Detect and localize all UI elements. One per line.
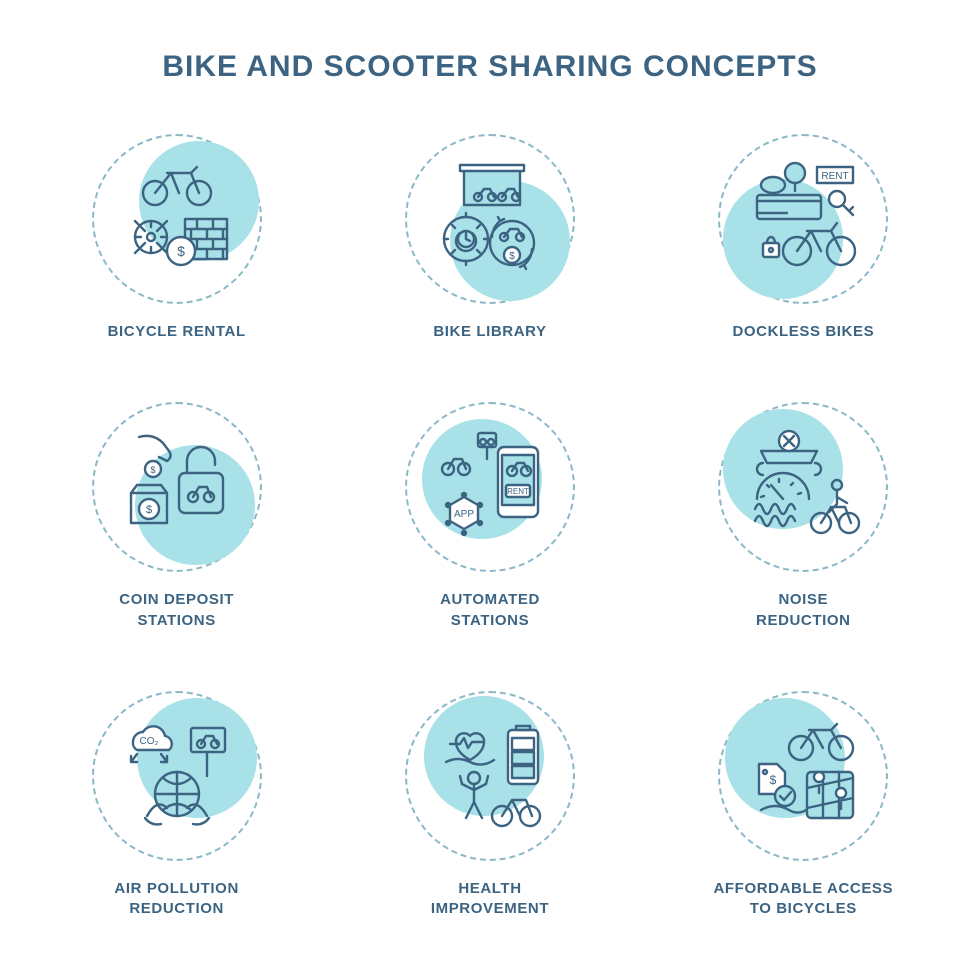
concept-label: DOCKLESS BIKES: [732, 322, 874, 342]
dockless-bikes-icon: RENT: [718, 134, 888, 304]
automated-stations-icon: RENT APP: [405, 402, 575, 572]
health-improvement-icon: [405, 691, 575, 861]
svg-text:RENT: RENT: [822, 171, 849, 182]
concept-label: AFFORDABLE ACCESS TO BICYCLES: [713, 879, 893, 920]
concept-noise-reduction: NOISE REDUCTION: [687, 402, 920, 631]
page-title: BIKE AND SCOOTER SHARING CONCEPTS: [162, 50, 817, 84]
concept-automated-stations: RENT APP AUTOMATED STATIONS: [373, 402, 606, 631]
svg-text:$: $: [770, 773, 777, 787]
noise-reduction-icon: [718, 402, 888, 572]
svg-text:CO₂: CO₂: [139, 736, 158, 747]
air-pollution-icon: CO₂: [92, 691, 262, 861]
bike-library-icon: $: [405, 134, 575, 304]
concept-label: BIKE LIBRARY: [433, 322, 546, 342]
concept-bike-library: $ BIKE LIBRARY: [373, 134, 606, 342]
affordable-access-icon: $: [718, 691, 888, 861]
concept-label: AUTOMATED STATIONS: [440, 590, 540, 631]
concept-air-pollution: CO₂ AIR POLLUTION REDUCTION: [60, 691, 293, 920]
svg-text:APP: APP: [454, 509, 474, 520]
concept-label: NOISE REDUCTION: [756, 590, 851, 631]
concepts-grid: $ BICYCLE RENTAL: [60, 134, 920, 919]
bicycle-rental-icon: $: [92, 134, 262, 304]
coin-deposit-icon: $ $: [92, 402, 262, 572]
concept-dockless-bikes: RENT DOCKLESS BIKES: [687, 134, 920, 342]
concept-coin-deposit: $ $ COIN DEPOSIT STATIONS: [60, 402, 293, 631]
concept-health-improvement: HEALTH IMPROVEMENT: [373, 691, 606, 920]
svg-text:$: $: [146, 504, 152, 516]
svg-text:RENT: RENT: [507, 487, 529, 496]
svg-text:$: $: [509, 251, 515, 262]
concept-label: COIN DEPOSIT STATIONS: [119, 590, 234, 631]
concept-bicycle-rental: $ BICYCLE RENTAL: [60, 134, 293, 342]
concept-label: AIR POLLUTION REDUCTION: [114, 879, 238, 920]
svg-text:$: $: [177, 243, 185, 259]
concept-affordable-access: $ AFFORDABLE ACCESS TO BICYCLES: [687, 691, 920, 920]
concept-label: HEALTH IMPROVEMENT: [431, 879, 549, 920]
svg-text:$: $: [150, 465, 155, 475]
concept-label: BICYCLE RENTAL: [108, 322, 246, 342]
